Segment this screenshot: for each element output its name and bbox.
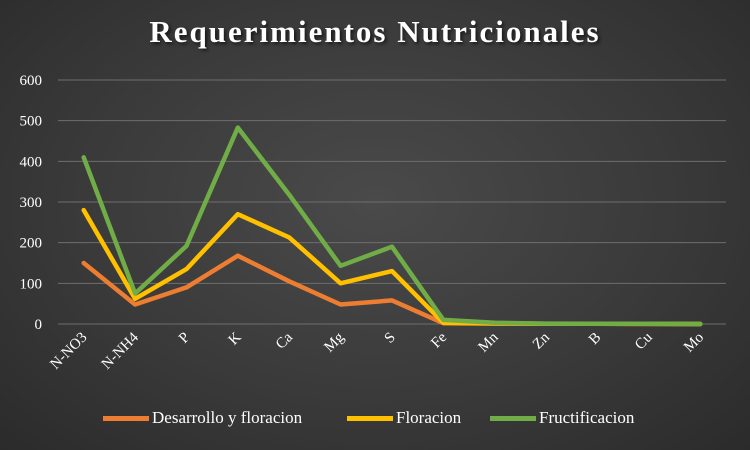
x-tick-label: N-NH4 — [99, 329, 142, 372]
x-tick-label: Cu — [632, 329, 656, 353]
legend-label: Desarrollo y floracion — [152, 408, 303, 427]
gridlines — [58, 79, 726, 325]
x-tick-label: B — [586, 330, 604, 348]
y-tick-label: 600 — [20, 73, 43, 89]
legend-item: Fructificacion — [490, 408, 634, 428]
legend: Desarrollo y floracion Floracion Fructific… — [0, 408, 750, 436]
legend-item: Floracion — [347, 408, 461, 428]
legend-swatch — [490, 415, 536, 421]
y-tick-label: 500 — [20, 114, 43, 130]
y-tick-label: 300 — [20, 195, 43, 211]
x-tick-label: Ca — [273, 329, 296, 352]
y-tick-label: 200 — [20, 236, 43, 252]
x-tick-label: N-NO3 — [47, 330, 90, 373]
series-lines — [81, 125, 703, 327]
plot-area: 0 100 200 300 400 500 600 N-NO3 N-NH4 P K Ca Mg S Fe M… — [20, 73, 726, 372]
y-tick-label: 0 — [35, 317, 43, 333]
y-tick-label: 400 — [20, 154, 43, 170]
series-line-2 — [81, 207, 703, 327]
x-tick-label: Mg — [321, 329, 347, 355]
x-tick-label: Fe — [428, 329, 450, 351]
series-line-3 — [81, 125, 703, 327]
y-axis-ticks: 0 100 200 300 400 500 600 — [20, 73, 43, 333]
x-tick-label: P — [176, 330, 193, 347]
legend-label: Fructificacion — [539, 408, 635, 427]
chart-title: Requerimientos Nutricionales — [149, 14, 601, 49]
legend-swatch — [347, 415, 393, 421]
x-tick-label: Zn — [530, 329, 553, 352]
x-tick-label: Mo — [681, 330, 707, 356]
legend-swatch — [103, 415, 149, 421]
series-line-1 — [81, 253, 703, 327]
y-tick-label: 100 — [20, 276, 43, 292]
x-tick-label: K — [226, 329, 245, 348]
x-axis-ticks: N-NO3 N-NH4 P K Ca Mg S Fe Mn Zn B Cu Mo — [47, 329, 707, 372]
legend-item: Desarrollo y floracion — [103, 408, 302, 428]
x-tick-label: Mn — [476, 329, 502, 355]
x-tick-label: S — [382, 330, 399, 347]
legend-label: Floracion — [396, 408, 462, 427]
